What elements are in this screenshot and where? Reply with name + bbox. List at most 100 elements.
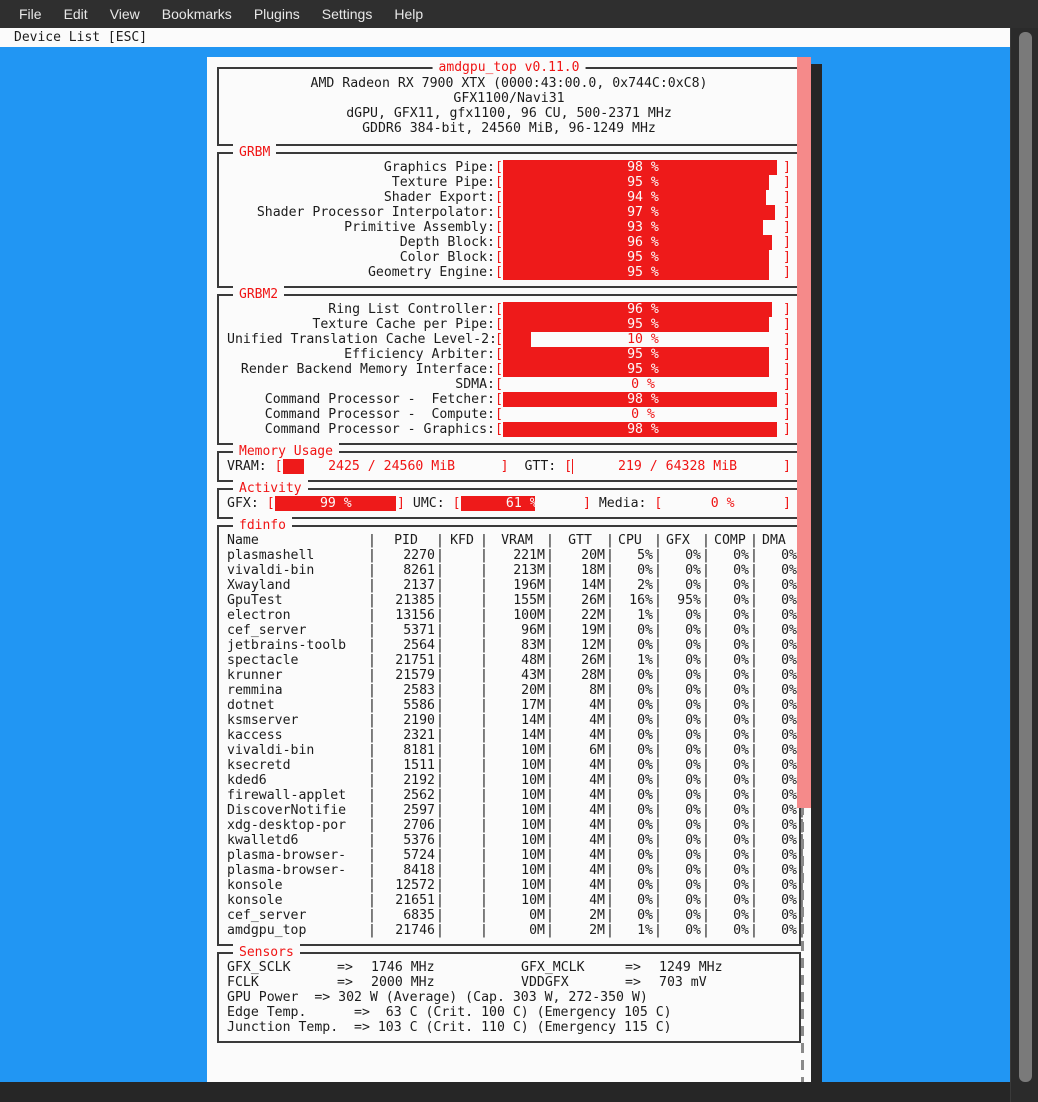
cell-pid: 8418 bbox=[403, 863, 435, 878]
table-row[interactable]: ksmserver|2190||14M|4M|0%|0%|0%|0%|0%| bbox=[227, 713, 806, 728]
column-separator: | bbox=[436, 908, 444, 923]
cell-vram: 10M bbox=[521, 818, 545, 833]
table-row[interactable]: cef_server|6835||0M|2M|0%|0%|0%|0%|0%| bbox=[227, 908, 806, 923]
table-row[interactable]: krunner|21579||43M|28M|0%|0%|0%|0%|0%| bbox=[227, 668, 806, 683]
cell-pid: 2137 bbox=[403, 578, 435, 593]
column-separator: | bbox=[654, 848, 662, 863]
table-row[interactable]: ksecretd|1511||10M|4M|0%|0%|0%|0%|0%| bbox=[227, 758, 806, 773]
column-separator: | bbox=[606, 743, 614, 758]
metric-row: Command Processor - Fetcher:[98 %] bbox=[227, 392, 791, 407]
menu-item-view[interactable]: View bbox=[109, 6, 140, 22]
sensor-row: FCLK => 2000 MHz VDDGFX => 703 mV bbox=[227, 975, 791, 990]
table-row[interactable]: electron|13156||100M|22M|1%|0%|0%|0%|0%| bbox=[227, 608, 806, 623]
metric-row: Command Processor - Compute:[0 %] bbox=[227, 407, 791, 422]
column-separator: | bbox=[368, 893, 376, 908]
table-row[interactable]: amdgpu_top|21746||0M|2M|1%|0%|0%|0%|0%| bbox=[227, 923, 806, 938]
column-separator: | bbox=[702, 923, 710, 938]
window-scrollbar[interactable] bbox=[1010, 28, 1038, 1102]
column-separator: | bbox=[546, 563, 554, 578]
cell-pid: 5724 bbox=[403, 848, 435, 863]
column-separator: | bbox=[654, 788, 662, 803]
table-row[interactable]: spectacle|21751||48M|26M|1%|0%|0%|0%|0%| bbox=[227, 653, 806, 668]
metric-value: 95 % bbox=[627, 362, 659, 377]
table-row[interactable]: konsole|21651||10M|4M|0%|0%|0%|0%|0%| bbox=[227, 893, 806, 908]
column-separator: | bbox=[606, 623, 614, 638]
column-separator: | bbox=[546, 548, 554, 563]
table-row[interactable]: kaccess|2321||14M|4M|0%|0%|0%|0%|0%| bbox=[227, 728, 806, 743]
column-separator: | bbox=[546, 593, 554, 608]
cell-name: vivaldi-bin bbox=[227, 563, 315, 578]
menu-item-file[interactable]: File bbox=[19, 6, 42, 22]
cell-comp: 0% bbox=[733, 923, 749, 938]
cell-comp: 0% bbox=[733, 833, 749, 848]
table-row[interactable]: plasmashell|2270||221M|20M|5%|0%|0%|0%|0… bbox=[227, 548, 806, 563]
column-separator: | bbox=[546, 683, 554, 698]
cell-kfd bbox=[445, 803, 479, 818]
app-scrollbar[interactable] bbox=[797, 57, 811, 1082]
table-row[interactable]: plasma-browser- | 5724 | | 10M | 4M | 0% | 0% | 0% | 0%… bbox=[227, 848, 806, 863]
cell-cpu: 0% bbox=[637, 863, 653, 878]
column-separator: | bbox=[702, 878, 710, 893]
activity-row: GFX: [99 %] UMC: [61 %] Media: [0 %] bbox=[227, 496, 791, 511]
window-scrollbar-thumb[interactable] bbox=[1019, 32, 1032, 1082]
table-row[interactable]: vivaldi-bin|8181||10M|6M|0%|0%|0%|0%|0%| bbox=[227, 743, 806, 758]
fdinfo-table: Name|PID|KFD|VRAM|GTT|CPU|GFX|COMP|DMA|V… bbox=[219, 527, 811, 944]
table-row[interactable]: kwalletd6|5376||10M|4M|0%|0%|0%|0%|0%| bbox=[227, 833, 806, 848]
cell-pid: 21651 bbox=[395, 893, 435, 908]
cell-name: plasmashell bbox=[227, 548, 315, 563]
cell-gtt: 2M bbox=[589, 923, 605, 938]
metric-bar-fill bbox=[502, 235, 772, 250]
table-row[interactable]: DiscoverNotifie | 2597 | | 10M | 4M | 0% | 0% | 0% | 0%… bbox=[227, 803, 806, 818]
bar-bracket-left: [ bbox=[495, 377, 503, 392]
metric-label: Render Backend Memory Interface: bbox=[240, 362, 495, 377]
column-separator: | bbox=[606, 773, 614, 788]
table-row[interactable]: kded6|2192||10M|4M|0%|0%|0%|0%|0%| bbox=[227, 773, 806, 788]
column-separator: | bbox=[750, 773, 758, 788]
menu-item-edit[interactable]: Edit bbox=[63, 6, 88, 22]
table-row[interactable]: plasma-browser- | 8418 | | 10M | 4M | 0% | 0% | 0% | 0%… bbox=[227, 863, 806, 878]
column-separator: | bbox=[654, 593, 662, 608]
column-separator: | bbox=[750, 803, 758, 818]
table-row[interactable]: vivaldi-bin|8261||213M|18M|0%|0%|0%|0%|0… bbox=[227, 563, 806, 578]
column-separator: | bbox=[750, 743, 758, 758]
column-separator: | bbox=[436, 668, 444, 683]
metric-value: 97 % bbox=[627, 205, 659, 220]
table-row[interactable]: GpuTest|21385||155M|26M|16%|95%|0%|0%|0%… bbox=[227, 593, 806, 608]
column-separator: | bbox=[750, 758, 758, 773]
cell-cpu: 5% bbox=[637, 548, 653, 563]
vram-label: VRAM: bbox=[227, 459, 275, 474]
column-separator: | bbox=[750, 878, 758, 893]
column-separator: | bbox=[654, 653, 662, 668]
column-separator: | bbox=[480, 683, 488, 698]
cell-gfx: 0% bbox=[685, 923, 701, 938]
table-row[interactable]: dotnet|5586||17M|4M|0%|0%|0%|0%|0%| bbox=[227, 698, 806, 713]
table-row[interactable]: Xwayland|2137||196M|14M|2%|0%|0%|0%|0%| bbox=[227, 578, 806, 593]
gtt-bar-fill bbox=[572, 459, 573, 474]
app-scrollbar-thumb[interactable] bbox=[797, 57, 811, 808]
menu-item-plugins[interactable]: Plugins bbox=[253, 6, 300, 22]
table-row[interactable]: remmina|2583||20M|8M|0%|0%|0%|0%|0%| bbox=[227, 683, 806, 698]
column-separator: | bbox=[606, 833, 614, 848]
bar-bracket-left: [ bbox=[495, 175, 503, 190]
table-row[interactable]: xdg-desktop-por | 2706 | | 10M | 4M | 0% | 0% | 0% | 0%… bbox=[227, 818, 806, 833]
cell-gtt: 4M bbox=[589, 878, 605, 893]
table-row[interactable]: konsole|12572||10M|4M|0%|0%|0%|0%|0%| bbox=[227, 878, 806, 893]
menu-item-bookmarks[interactable]: Bookmarks bbox=[161, 6, 232, 22]
table-row[interactable]: cef_server|5371||96M|19M|0%|0%|0%|0%|0%| bbox=[227, 623, 806, 638]
tab-device-list[interactable]: Device List [ESC] bbox=[14, 30, 148, 45]
cell-name: amdgpu_top bbox=[227, 923, 307, 938]
cell-pid: 5586 bbox=[403, 698, 435, 713]
menu-item-settings[interactable]: Settings bbox=[321, 6, 373, 22]
table-row[interactable]: firewall-applet | 2562 | | 10M | 4M | 0% | 0% | 0% | 0%… bbox=[227, 788, 806, 803]
column-separator: | bbox=[702, 698, 710, 713]
table-row[interactable]: jetbrains-toolb | 2564 | | 83M | 12M | 0% | 0% | 0% | 0… bbox=[227, 638, 806, 653]
metric-bar: 10 % bbox=[502, 332, 784, 347]
menu-item-help[interactable]: Help bbox=[394, 6, 424, 22]
column-separator: | bbox=[654, 668, 662, 683]
metric-row: Shader Processor Interpolator:[97 %] bbox=[227, 205, 791, 220]
cell-dma: 0% bbox=[781, 848, 797, 863]
cell-dma: 0% bbox=[781, 863, 797, 878]
column-separator: | bbox=[654, 683, 662, 698]
cell-name: kwalletd6 bbox=[227, 833, 299, 848]
column-separator: | bbox=[436, 923, 444, 938]
